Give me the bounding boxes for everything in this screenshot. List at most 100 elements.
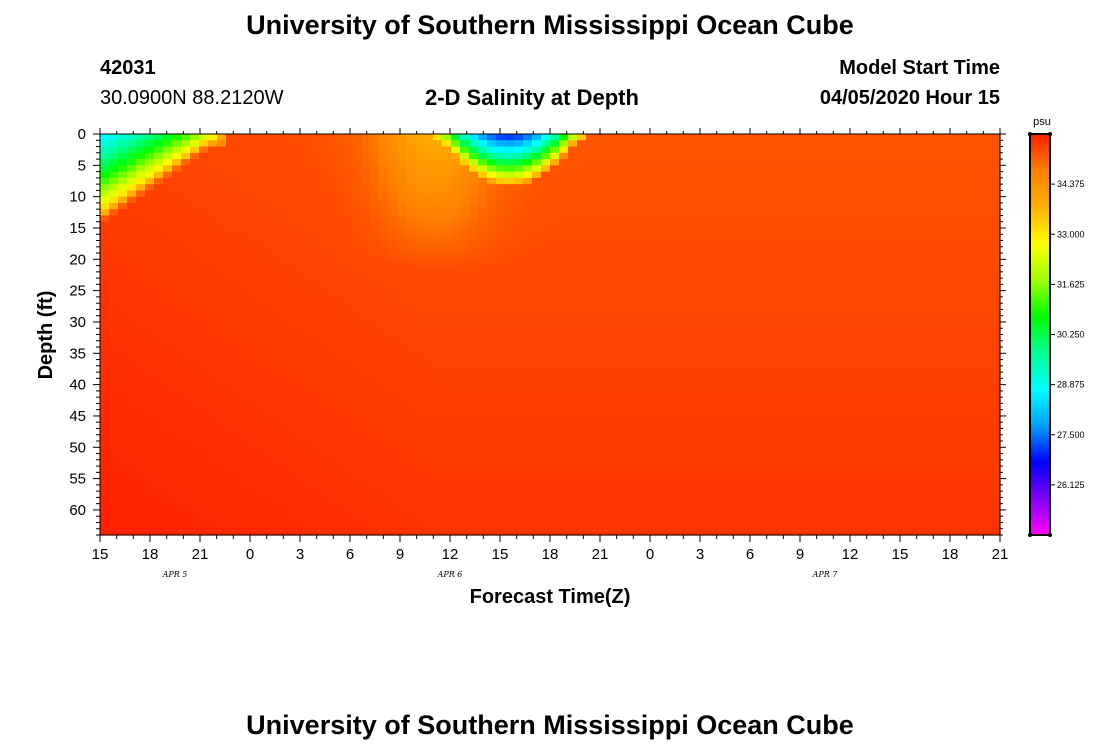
heat-cell [370,296,380,304]
heat-cell [586,271,596,279]
heat-cell [667,140,677,148]
heat-cell [388,353,398,361]
heat-cell [811,284,821,292]
heat-cell [577,159,587,166]
heat-cell [856,315,866,323]
heat-cell [136,347,146,354]
heat-cell [739,372,749,379]
heat-cell [874,397,884,405]
heat-cell [559,202,569,210]
heat-cell [775,140,785,148]
heat-cell [100,378,110,386]
heat-cell [838,397,848,405]
heat-cell [343,296,353,304]
heat-cell [190,159,200,166]
heat-cell [433,397,443,405]
heat-cell [406,441,416,448]
heat-cell [415,296,425,304]
heat-cell [748,315,758,323]
heat-cell [379,365,389,373]
heat-cell [658,177,668,185]
heat-cell [622,334,632,342]
heat-cell [676,409,686,417]
heat-cell [685,202,695,210]
heat-cell [271,146,281,154]
heat-cell [217,196,227,204]
heat-cell [397,397,407,405]
heat-cell [109,202,119,210]
heat-cell [262,259,272,267]
heat-cell [892,328,902,336]
heat-cell [856,415,866,423]
heat-cell [424,315,434,323]
heat-cell [838,234,848,242]
heat-cell [433,303,443,311]
heat-cell [109,134,119,141]
heat-cell [901,378,911,386]
heat-cell [532,171,542,179]
heat-cell [244,309,254,317]
heat-cell [838,140,848,148]
heat-cell [307,209,317,217]
heat-cell [118,315,128,323]
heat-cell [685,177,695,185]
heat-cell [937,328,947,336]
heat-cell [208,415,218,423]
heat-cell [136,365,146,373]
heat-cell [262,303,272,311]
heat-cell [802,159,812,166]
heat-cell [721,347,731,354]
heat-cell [118,184,128,191]
heat-cell [406,246,416,254]
heat-cell [136,334,146,342]
heat-cell [280,253,290,260]
heat-cell [172,365,182,373]
heat-cell [676,415,686,423]
heat-cell [271,227,281,235]
heat-cell [775,196,785,204]
heat-cell [847,321,857,329]
heat-cell [172,190,182,198]
heat-cell [793,347,803,354]
heat-cell [460,340,470,348]
heat-cell [361,422,371,430]
heat-cell [127,428,137,436]
heat-cell [154,140,164,148]
heat-cell [721,234,731,242]
heat-cell [937,321,947,329]
heat-cell [514,372,524,379]
heat-cell [838,422,848,430]
heat-cell [658,403,668,411]
heat-cell [307,240,317,248]
heat-cell [739,253,749,260]
heat-cell [865,253,875,260]
heat-cell [586,152,596,160]
heat-cell [667,415,677,423]
heat-cell [334,441,344,448]
heat-cell [442,334,452,342]
heat-cell [982,202,992,210]
heat-cell [874,353,884,361]
heat-cell [874,246,884,254]
heat-cell [892,340,902,348]
heat-cell [325,177,335,185]
heat-cell [118,271,128,279]
heat-cell [208,246,218,254]
heat-cell [100,309,110,317]
heat-cell [775,209,785,217]
heat-cell [415,253,425,260]
heat-cell [118,321,128,329]
heat-cell [190,177,200,185]
heat-cell [460,428,470,436]
heat-cell [424,290,434,298]
heat-cell [829,441,839,448]
heat-cell [199,240,209,248]
heat-cell [469,340,479,348]
heat-cell [739,171,749,179]
heat-cell [397,290,407,298]
heat-cell [982,296,992,304]
heat-cell [532,278,542,285]
heat-cell [352,152,362,160]
heat-cell [739,290,749,298]
heat-cell [910,146,920,154]
